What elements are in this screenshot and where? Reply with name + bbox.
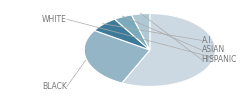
Wedge shape: [115, 15, 150, 50]
Wedge shape: [132, 14, 150, 50]
Text: WHITE: WHITE: [42, 15, 67, 24]
Text: ASIAN: ASIAN: [202, 46, 225, 54]
Wedge shape: [94, 19, 150, 50]
Wedge shape: [122, 14, 216, 86]
Text: HISPANIC: HISPANIC: [202, 55, 237, 64]
Text: BLACK: BLACK: [42, 82, 67, 91]
Text: A.I.: A.I.: [202, 36, 214, 45]
Wedge shape: [84, 30, 150, 83]
